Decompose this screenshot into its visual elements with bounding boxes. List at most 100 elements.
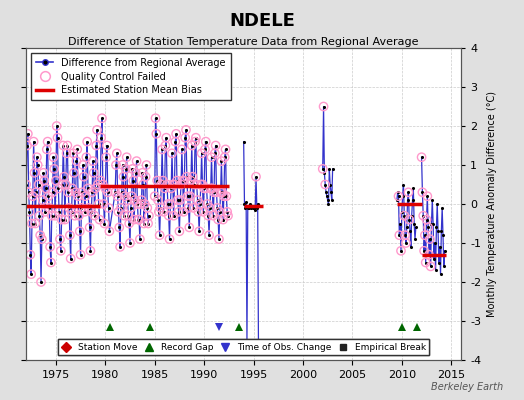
Point [252,174,260,180]
Point [37,279,45,285]
Point [90,170,98,176]
Point [103,142,111,149]
Point [143,205,151,211]
Point [105,228,114,234]
Point [183,174,191,180]
Point [39,170,48,176]
Point [58,181,67,188]
Point [418,154,426,160]
Point [85,224,94,230]
Point [171,138,180,145]
Point [403,197,412,203]
Point [133,201,141,207]
Point [329,166,337,172]
Legend: Station Move, Record Gap, Time of Obs. Change, Empirical Break: Station Move, Record Gap, Time of Obs. C… [58,339,429,356]
Point [133,158,141,164]
Point [92,142,101,149]
Point [436,271,445,278]
Point [113,193,122,199]
Point [67,255,75,262]
Point [187,178,195,184]
Point [123,197,132,203]
Point [210,189,218,196]
Point [151,115,160,122]
Point [26,252,35,258]
Point [69,150,78,156]
Point [173,178,181,184]
Point [418,189,427,196]
Point [174,209,183,215]
Point [100,201,108,207]
Point [80,174,88,180]
Point [117,205,125,211]
Point [423,193,432,199]
Point [117,189,126,196]
Point [321,181,330,188]
Point [402,240,410,246]
Point [203,201,212,207]
Point [121,193,129,199]
Point [211,150,219,156]
Point [42,146,51,153]
Point [217,158,226,164]
Point [46,244,54,250]
Point [397,248,405,254]
Point [404,189,412,196]
Point [189,205,198,211]
Point [97,134,105,141]
Point [42,185,50,192]
Point [60,174,68,180]
Point [214,216,222,223]
Point [194,209,203,215]
Point [27,271,35,278]
Point [100,220,108,227]
Point [160,185,169,192]
Point [48,212,56,219]
Point [221,146,230,153]
Point [29,193,37,199]
Point [69,150,78,156]
Point [130,216,138,223]
Point [78,189,86,196]
Point [425,252,433,258]
Point [68,185,77,192]
Point [185,224,193,230]
Point [206,185,215,192]
Point [112,162,120,168]
Point [73,146,81,153]
Point [95,216,104,223]
Point [404,189,412,196]
Point [427,263,435,270]
Point [215,209,224,215]
Point [94,201,103,207]
Point [115,224,124,230]
Point [126,240,134,246]
Point [155,209,163,215]
Point [35,212,43,219]
Point [321,181,330,188]
Point [203,201,212,207]
Point [23,142,31,149]
Point [125,220,134,227]
Point [179,178,187,184]
Point [122,166,130,172]
Point [37,279,45,285]
Point [400,212,409,219]
Point [439,232,447,238]
Title: Difference of Station Temperature Data from Regional Average: Difference of Station Temperature Data f… [69,37,419,47]
Point [55,209,63,215]
Point [172,130,180,137]
Point [32,189,40,196]
Point [48,212,56,219]
Point [141,174,150,180]
Point [405,216,413,223]
Point [437,228,445,234]
Point [24,130,32,137]
Point [150,193,159,199]
Point [97,134,105,141]
Point [39,170,48,176]
Point [420,248,428,254]
Point [87,209,95,215]
Point [425,236,434,242]
Point [22,181,30,188]
